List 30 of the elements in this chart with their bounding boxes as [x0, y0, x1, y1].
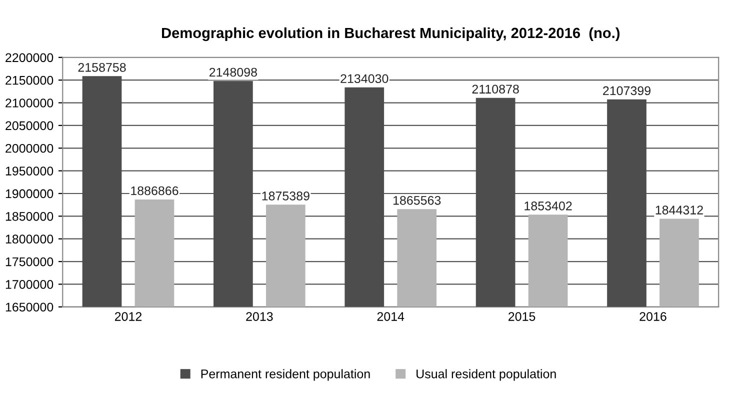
y-tick-label: 1900000: [6, 189, 54, 198]
legend-label: Usual resident population: [416, 369, 556, 381]
y-tick-label: 1650000: [6, 302, 54, 312]
x-tick-label: 2016: [640, 312, 666, 321]
data-label: 1844312: [656, 206, 703, 214]
y-tick-label: 2100000: [6, 98, 54, 108]
data-label: 1865563: [393, 196, 441, 205]
y-tick-label: 1800000: [6, 234, 54, 244]
legend-label: Permanent resident population: [201, 369, 370, 381]
data-label: 2158758: [78, 62, 126, 72]
data-label: 1853402: [524, 202, 572, 210]
data-label: 2148098: [209, 68, 257, 77]
data-label: 1886866: [131, 186, 178, 196]
y-tick-label: 2150000: [6, 76, 54, 85]
y-tick-label: 1950000: [6, 166, 54, 176]
y-tick-label: 2000000: [6, 144, 54, 153]
y-tick-label: 1750000: [6, 257, 54, 266]
chart-title: Demographic evolution in Bucharest Municipality, 2012-2016 (no.): [162, 27, 620, 42]
y-tick-label: 1700000: [6, 280, 54, 289]
y-tick-label: 2200000: [6, 53, 54, 62]
x-tick-label: 2012: [114, 312, 142, 321]
x-tick-label: 2014: [377, 312, 404, 321]
data-label: 1875389: [262, 192, 310, 200]
data-label: 2134030: [340, 74, 388, 84]
data-label: 2107399: [603, 86, 650, 96]
x-tick-label: 2013: [246, 312, 273, 321]
y-tick-label: 1850000: [6, 212, 54, 221]
data-label: 2110878: [472, 84, 519, 94]
x-tick-label: 2015: [508, 312, 536, 321]
y-tick-label: 2050000: [6, 121, 54, 130]
